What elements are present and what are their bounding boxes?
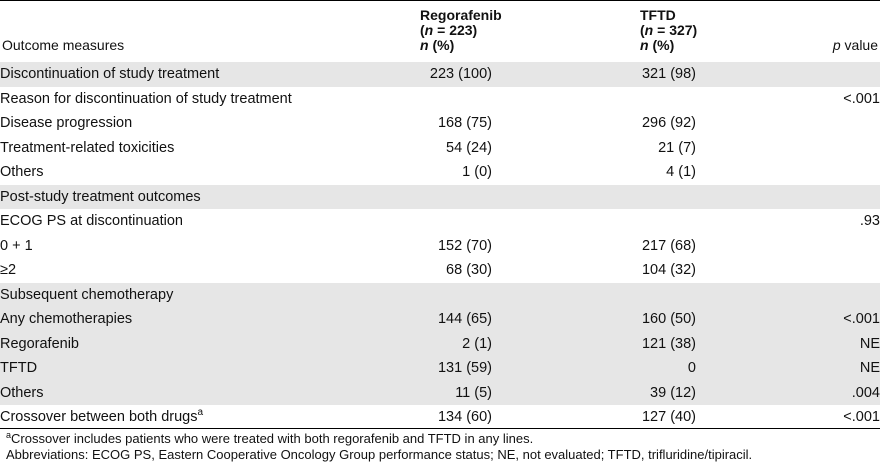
- cell-p-value: <.001: [843, 90, 880, 107]
- header-tftd-n: (n = 327): [640, 22, 698, 38]
- row-label: ECOG PS at discontinuation: [0, 213, 183, 229]
- cell-tftd: 217 (68): [641, 237, 696, 254]
- cell-p-value: .004: [816, 380, 880, 405]
- table-row: Treatment-related toxicities 54 (24) 21 …: [0, 136, 880, 161]
- header-tftd-unit: n (%): [640, 37, 675, 53]
- row-label: TFTD: [0, 356, 420, 381]
- cell-p-value: [816, 258, 880, 283]
- table-bottom-rule: [0, 428, 880, 429]
- cell-tftd: 321 (98): [638, 62, 816, 87]
- cell-regorafenib: 2 (1): [420, 331, 638, 356]
- row-label: Subsequent chemotherapy: [0, 282, 420, 307]
- footnote-crossover-marker: a: [6, 430, 12, 440]
- row-label: 0 + 1: [0, 237, 33, 254]
- cell-p-value: [816, 136, 880, 161]
- cell-tftd: 21 (7): [658, 139, 696, 156]
- cell-p-value: <.001: [816, 307, 880, 332]
- cell-regorafenib: 1 (0): [462, 164, 492, 180]
- cell-p-value: .93: [859, 213, 880, 229]
- cell-tftd: 160 (50): [638, 307, 816, 332]
- cell-p-value: [816, 111, 880, 136]
- cell-regorafenib: 54 (24): [446, 139, 492, 156]
- cell-tftd: 39 (12): [638, 380, 816, 405]
- header-regorafenib-unit: n (%): [420, 37, 455, 53]
- header-regorafenib-n: (n = 223): [420, 22, 478, 38]
- header-tftd: TFTD (n = 327) n (%): [640, 8, 697, 53]
- header-col1-text: Outcome measures: [2, 37, 125, 53]
- cell-tftd: [638, 282, 816, 307]
- cell-regorafenib: [420, 184, 638, 209]
- header-p-value: p value: [832, 37, 878, 53]
- cell-regorafenib: 168 (75): [437, 115, 492, 131]
- row-label: Treatment-related toxicities: [0, 139, 175, 156]
- cell-tftd: 4 (1): [666, 164, 696, 180]
- cell-regorafenib: [420, 209, 638, 234]
- table-top-rule: [0, 0, 880, 1]
- cell-regorafenib: 11 (5): [420, 380, 638, 405]
- cell-p-value: <.001: [843, 409, 880, 425]
- table-row: Others 1 (0) 4 (1): [0, 160, 880, 185]
- cell-tftd: 0: [638, 356, 816, 381]
- table-row: 0 + 1 152 (70) 217 (68): [0, 234, 880, 259]
- cell-regorafenib: 152 (70): [437, 237, 492, 254]
- row-label: Others: [0, 380, 420, 405]
- cell-tftd: 296 (92): [641, 115, 696, 131]
- cell-tftd: 127 (40): [641, 409, 696, 425]
- row-label: Discontinuation of study treatment: [0, 62, 420, 87]
- table-row: Disease progression 168 (75) 296 (92): [0, 111, 880, 136]
- header-tftd-name: TFTD: [640, 7, 676, 23]
- table-row: Regorafenib 2 (1) 121 (38) NE: [0, 331, 880, 356]
- cell-regorafenib: [420, 282, 638, 307]
- cell-p-value: [816, 234, 880, 259]
- cell-regorafenib: 223 (100): [420, 62, 638, 87]
- footnote-marker: a: [197, 407, 204, 419]
- cell-tftd: [638, 209, 816, 234]
- row-label: Post-study treatment outcomes: [0, 184, 420, 209]
- cell-p-value: NE: [816, 331, 880, 356]
- cell-tftd: 104 (32): [641, 262, 696, 278]
- table-row: Others 11 (5) 39 (12) .004: [0, 380, 880, 405]
- header-regorafenib-name: Regorafenib: [420, 7, 502, 23]
- cell-p-value: [816, 62, 880, 87]
- cell-regorafenib: 134 (60): [437, 409, 492, 425]
- row-label: Regorafenib: [0, 331, 420, 356]
- row-label: ≥2: [0, 262, 17, 278]
- table-row: Any chemotherapies 144 (65) 160 (50) <.0…: [0, 307, 880, 332]
- results-table: Discontinuation of study treatment 223 (…: [0, 62, 880, 430]
- row-label: Any chemotherapies: [0, 307, 420, 332]
- cell-tftd: 121 (38): [638, 331, 816, 356]
- table-row: Crossover between both drugsa 134 (60) 1…: [0, 405, 880, 430]
- footnote-crossover-text: Crossover includes patients who were tre…: [11, 431, 534, 446]
- table-row: Reason for discontinuation of study trea…: [0, 87, 880, 112]
- cell-p-value: [816, 160, 880, 185]
- row-label: Reason for discontinuation of study trea…: [0, 90, 292, 107]
- cell-regorafenib: 144 (65): [420, 307, 638, 332]
- cell-p-value: NE: [816, 356, 880, 381]
- table-row: Discontinuation of study treatment 223 (…: [0, 62, 880, 87]
- table-row: TFTD 131 (59) 0 NE: [0, 356, 880, 381]
- table-row: Post-study treatment outcomes: [0, 184, 880, 209]
- footnote-crossover: aCrossover includes patients who were tr…: [6, 431, 533, 447]
- row-label: Crossover between both drugsa: [0, 407, 204, 425]
- table-row: ECOG PS at discontinuation .93: [0, 209, 880, 234]
- cell-tftd: [638, 184, 816, 209]
- footnote-abbreviations: Abbreviations: ECOG PS, Eastern Cooperat…: [6, 447, 752, 463]
- row-label: Disease progression: [0, 115, 133, 131]
- footnote-abbreviations-text: Abbreviations: ECOG PS, Eastern Cooperat…: [6, 447, 753, 462]
- table-row: ≥2 68 (30) 104 (32): [0, 258, 880, 283]
- table-row: Subsequent chemotherapy: [0, 282, 880, 307]
- row-label: Others: [0, 164, 44, 180]
- cell-p-value: [816, 282, 880, 307]
- header-outcome-measures: Outcome measures: [2, 38, 124, 53]
- header-regorafenib: Regorafenib (n = 223) n (%): [420, 8, 502, 53]
- cell-regorafenib: 131 (59): [420, 356, 638, 381]
- cell-p-value: [816, 184, 880, 209]
- cell-regorafenib: 68 (30): [446, 262, 492, 278]
- cell-tftd: [638, 87, 816, 112]
- cell-regorafenib: [420, 87, 638, 112]
